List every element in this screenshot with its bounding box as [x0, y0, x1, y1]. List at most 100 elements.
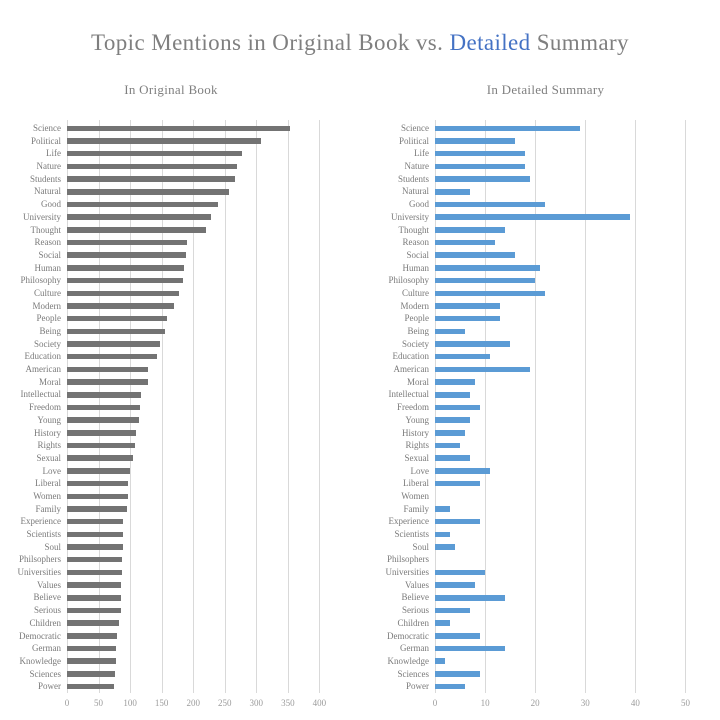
category-label: Experience	[20, 516, 61, 527]
category-label: Family	[403, 503, 429, 514]
category-label: Universities	[385, 567, 430, 578]
chart-subtitle-original-book: In Original Book	[124, 82, 218, 97]
category-label: Moral	[39, 376, 61, 387]
category-label: Social	[406, 249, 430, 260]
bar-row	[435, 224, 713, 237]
bar	[67, 556, 122, 563]
bar	[435, 328, 466, 335]
category-label: Students	[29, 173, 61, 184]
bar	[435, 176, 531, 182]
category-label: Knowledge	[387, 655, 430, 666]
bar	[435, 518, 481, 525]
bar-row	[435, 452, 713, 465]
bar	[435, 150, 526, 157]
charts-container: In Original Book Science Political Life Nat…	[0, 82, 720, 711]
bar	[435, 290, 546, 297]
bar	[435, 633, 481, 639]
axis-tick-label: 300	[249, 697, 264, 708]
bar	[67, 265, 184, 271]
bar-row	[67, 566, 332, 579]
bar-row	[435, 325, 713, 338]
category-label: Experience	[388, 516, 429, 527]
category-label: Family	[35, 503, 61, 514]
category-label: American	[25, 364, 61, 375]
category-label: Democratic	[19, 630, 61, 641]
category-label: Students	[397, 173, 429, 184]
category-label: Science	[401, 123, 429, 133]
category-label: Women	[33, 490, 61, 501]
bar	[435, 239, 496, 246]
bar	[435, 265, 541, 271]
bar	[67, 353, 158, 360]
bar	[435, 671, 481, 677]
title-text-after: Summary	[530, 30, 629, 55]
axis-tick-label: 20	[530, 697, 540, 708]
bar-row	[67, 198, 332, 211]
bar	[67, 671, 115, 677]
bar	[67, 379, 148, 385]
bar-row	[435, 465, 713, 478]
bar-row	[67, 325, 332, 338]
bar-row	[435, 503, 713, 516]
category-label: Modern	[400, 300, 430, 311]
bar-row	[435, 591, 713, 604]
bar	[67, 163, 238, 170]
category-label: Thought	[30, 224, 62, 235]
bar	[435, 569, 486, 576]
category-label: Scientists	[26, 529, 61, 539]
category-label: Reason	[34, 237, 62, 248]
bar	[435, 455, 471, 461]
bar-row	[67, 642, 332, 655]
bar-row	[67, 528, 332, 541]
bar-row	[67, 503, 332, 516]
category-label: Society	[34, 338, 61, 349]
category-labels: Science Political Life Nature Students Natura…	[378, 122, 435, 711]
category-label: Values	[37, 579, 61, 590]
bar	[67, 531, 124, 538]
bar	[435, 227, 506, 233]
category-label: Liberal	[35, 478, 61, 489]
bar-row	[67, 604, 332, 617]
category-label: Sciences	[397, 668, 430, 679]
bar-row	[435, 249, 713, 262]
bar-row	[67, 465, 332, 478]
chart-main-title: Topic Mentions in Original Book vs. Deta…	[0, 28, 720, 58]
bar-row	[67, 376, 332, 389]
bar	[67, 239, 187, 246]
bar-row	[67, 630, 332, 643]
category-label: Love	[410, 465, 430, 476]
category-label: Intellectual	[388, 389, 429, 400]
bar-row	[67, 160, 332, 173]
bar	[435, 303, 501, 309]
gridline	[161, 120, 163, 693]
bar-row	[435, 185, 713, 198]
bar-row	[67, 553, 332, 566]
gridline	[256, 120, 258, 693]
bar-row	[435, 630, 713, 643]
bar	[435, 620, 451, 626]
bar	[67, 506, 127, 512]
category-label: Political	[31, 135, 61, 146]
bar-row	[435, 668, 713, 681]
category-label: Universities	[17, 567, 62, 578]
bar	[67, 544, 123, 550]
category-label: Intellectual	[20, 389, 61, 400]
category-label: Young	[405, 414, 429, 425]
bar	[67, 493, 128, 500]
category-label: Serious	[34, 605, 61, 616]
category-label: Education	[24, 351, 62, 362]
bar-row	[435, 604, 713, 617]
category-label: Soul	[44, 541, 61, 552]
category-label: Rights	[37, 440, 61, 451]
bar-row	[435, 312, 713, 325]
bar	[435, 658, 446, 664]
bar-row	[435, 350, 713, 363]
bar-row	[435, 338, 713, 351]
plot-area: 0 50 100 150 200 250 300 350 400	[65, 120, 332, 711]
category-label: Soul	[412, 541, 429, 552]
bar	[67, 392, 142, 398]
gridline	[585, 120, 587, 693]
axis-tick-label: 200	[186, 697, 200, 708]
bar	[435, 468, 491, 474]
bar-row	[435, 287, 713, 300]
